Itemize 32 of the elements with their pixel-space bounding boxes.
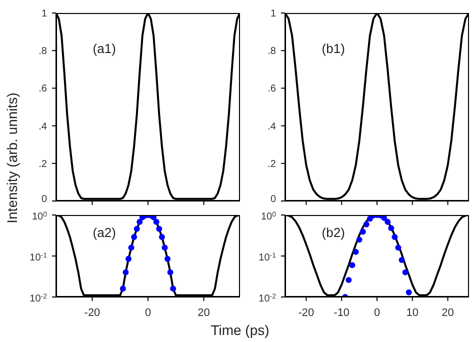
y-tick-label: .2 [38,158,48,170]
y-tick-label: 10$^{-2}$ [258,293,276,304]
annotation: (b2) [322,225,345,240]
y-tick-label: .6 [268,84,276,95]
y-tick-label: .8 [268,46,276,58]
y-tick-label: 0 [270,194,276,205]
y-tick-label: 10$^{-2}$ [30,293,48,304]
x-tick-label: 0 [374,306,380,319]
annotation: (a2) [92,225,116,240]
y-tick-label: 10$^{0}$ [32,211,48,222]
annotation: (b1) [322,41,345,56]
y-tick-label: .4 [38,121,48,132]
y-tick-label: 1 [41,8,48,20]
y-tick-label: 10$^{-1}$ [258,252,276,264]
x-tick-label: -20 [298,306,314,319]
y-axis-title: Intensity (arb. unnits) [4,92,20,224]
annotation: (a1) [92,41,116,56]
y-tick-label: .8 [38,46,48,58]
x-axis-title: Time (ps) [210,322,270,338]
y-tick-label: 1 [270,8,276,20]
y-tick-label: .2 [268,158,276,170]
y-tick-label: 10$^{-1}$ [30,252,48,264]
y-tick-label: 10$^{0}$ [260,211,276,222]
y-tick-label: .6 [38,84,48,95]
y-tick-label: .4 [268,121,276,132]
x-tick-label: 0 [144,306,152,319]
x-tick-label: 20 [198,306,210,319]
x-tick-label: 20 [442,306,454,319]
x-tick-label: -10 [334,306,350,319]
y-tick-label: 0 [41,194,48,205]
x-tick-label: 10 [406,306,419,319]
x-tick-label: -20 [84,306,100,319]
